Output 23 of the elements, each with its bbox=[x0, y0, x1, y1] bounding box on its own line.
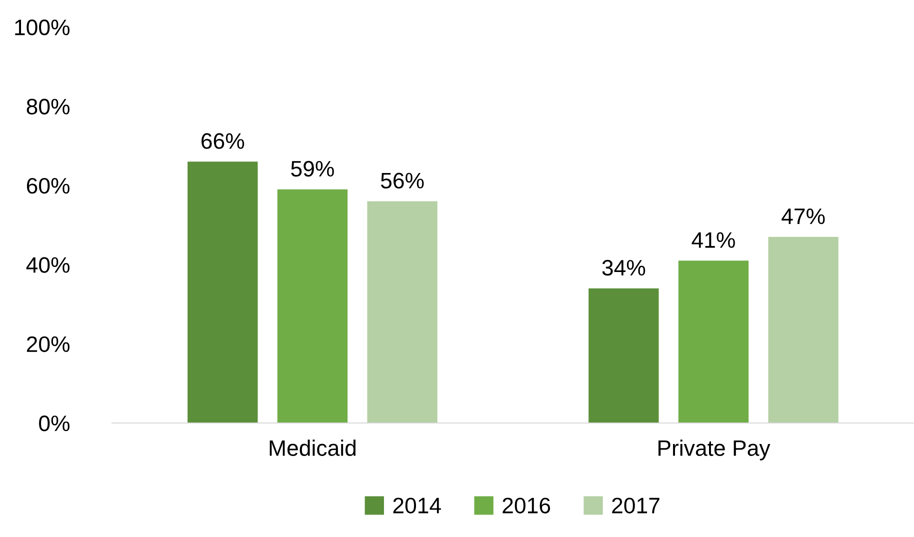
data-label: 34% bbox=[602, 260, 646, 276]
bar bbox=[277, 189, 348, 423]
legend-label: 2016 bbox=[502, 498, 550, 514]
data-label: 56% bbox=[380, 172, 424, 189]
bar bbox=[678, 260, 749, 423]
bar bbox=[768, 236, 838, 423]
x-tick-label: Private Pay bbox=[658, 440, 770, 460]
y-tick-label: 100% bbox=[15, 20, 70, 36]
y-tick-label: 40% bbox=[26, 257, 70, 273]
bar bbox=[188, 162, 258, 423]
y-tick-label: 0% bbox=[39, 416, 70, 432]
legend-label: 2017 bbox=[612, 498, 660, 514]
data-label: 41% bbox=[692, 232, 735, 248]
y-tick-label: 20% bbox=[26, 336, 70, 352]
bar bbox=[367, 201, 438, 423]
x-tick-label: Medicaid bbox=[270, 440, 356, 456]
data-label: 66% bbox=[202, 133, 244, 149]
legend-label: 2014 bbox=[393, 498, 441, 514]
data-label: 59% bbox=[291, 160, 334, 177]
y-tick-label: 60% bbox=[26, 178, 70, 194]
data-label: 47% bbox=[782, 208, 825, 224]
y-tick-label: 80% bbox=[26, 98, 70, 114]
bar bbox=[588, 288, 659, 423]
